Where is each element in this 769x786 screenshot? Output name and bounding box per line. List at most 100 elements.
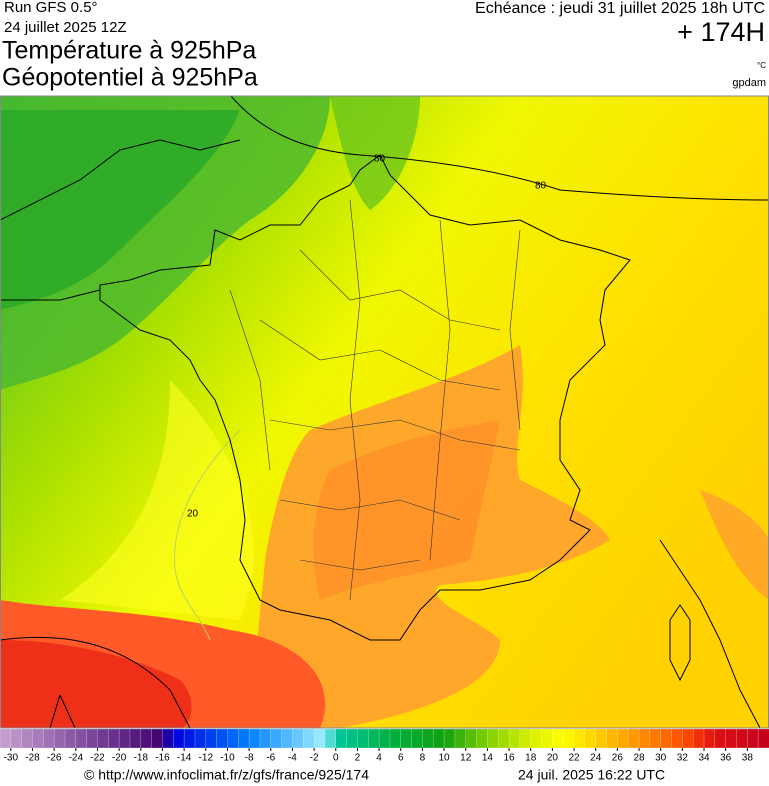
legend-cell: [736, 728, 748, 749]
legend-cell: [183, 728, 196, 749]
legend-cell: [270, 728, 283, 749]
legend-tick-label: -8: [245, 753, 254, 764]
legend-tick-label: 18: [525, 753, 537, 764]
legend-tick-label: 10: [439, 753, 451, 764]
legend-cell: [324, 728, 337, 749]
legend-cell: [411, 728, 423, 749]
geopotential-contour: [49, 694, 76, 728]
legend-tick-label: 38: [742, 753, 754, 764]
department-borders: [229, 199, 521, 601]
color-legend: -30 -28 -26 -24 -22 -20 -18 -16 -14 -12 -10 -8 -6 -4-…: [0, 728, 769, 764]
legend-cell: [129, 728, 142, 749]
legend-cell: [530, 728, 543, 749]
legend-cell: [248, 728, 261, 749]
legend-cell: [638, 728, 651, 749]
legend-cell: [205, 728, 218, 749]
legend-cell: [303, 728, 315, 749]
legend-tick-label: 0: [333, 753, 339, 764]
legend-cell: [714, 728, 727, 749]
legend-cell: [443, 728, 456, 749]
lead-time: + 174H: [677, 17, 765, 47]
legend-tick-label: -12: [199, 753, 214, 764]
legend-tick-label: -14: [177, 753, 192, 764]
legend-tick-label: 28: [633, 753, 645, 764]
italy-coast: [659, 539, 761, 728]
legend-tick-label: -16: [155, 753, 170, 764]
yellow-zone: [60, 380, 255, 620]
legend-cell: [725, 728, 738, 749]
legend-cell: [346, 728, 358, 749]
legend-tick-label: 36: [720, 753, 732, 764]
legend-cell: [194, 728, 207, 749]
legend-cell: [508, 728, 521, 749]
contour-label: 80: [374, 154, 386, 165]
legend-tick-label: -20: [112, 753, 127, 764]
legend-cell: [422, 728, 434, 749]
legend-cell: [64, 728, 77, 749]
generated-time: 24 juil. 2025 16:22 UTC: [518, 767, 665, 783]
legend-cell: [151, 728, 164, 749]
uk-coast: [0, 139, 241, 301]
legend-cell: [281, 728, 293, 749]
contour-label: 80: [535, 181, 547, 192]
legend-tick-label: 8: [420, 753, 426, 764]
legend-cell: [552, 728, 564, 749]
legend-cell: [671, 728, 683, 749]
legend-tick-label: -2: [310, 753, 319, 764]
legend-tick-label: 16: [503, 753, 515, 764]
legend-cell: [649, 728, 662, 749]
legend-tick-label: 2: [355, 753, 361, 764]
legend-cell: [692, 728, 705, 749]
legend-cell: [10, 728, 23, 749]
legend-tick-label: 4: [376, 753, 382, 764]
legend-tick-label: -10: [220, 753, 235, 764]
legend-cell: [313, 728, 326, 749]
legend-cell: [497, 728, 510, 749]
legend-cell: [573, 728, 586, 749]
legend-tick-label: 34: [698, 753, 710, 764]
warm-core: [313, 420, 500, 600]
legend-cell: [108, 728, 120, 749]
legend-cell: [378, 728, 391, 749]
run-date: 24 juillet 2025 12Z: [4, 19, 127, 36]
legend-tick-label: -6: [266, 753, 275, 764]
contour-label: 20: [187, 509, 199, 520]
legend-cell: [227, 728, 239, 749]
legend-cell: [757, 728, 769, 749]
legend-cell: [97, 728, 109, 749]
legend-tick-label: -22: [90, 753, 105, 764]
isotherm: [173, 429, 241, 641]
legend-tick-label: 30: [655, 753, 667, 764]
legend-cell: [0, 728, 12, 749]
legend-tick-label: 32: [677, 753, 689, 764]
legend-cell: [432, 728, 445, 749]
legend-cell: [703, 728, 716, 749]
source-url: © http://www.infoclimat.fr/z/gfs/france/…: [84, 767, 369, 783]
warm-patch: [700, 490, 769, 600]
legend-cell: [162, 728, 174, 749]
legend-tick-label: 24: [590, 753, 602, 764]
legend-cell: [140, 728, 153, 749]
forecast-time: Echéance : jeudi 31 juillet 2025 18h UTC: [475, 0, 765, 17]
legend-cell: [584, 728, 597, 749]
legend-cell: [562, 728, 575, 749]
legend-cell: [118, 728, 131, 749]
corsica: [669, 604, 691, 682]
legend-cell: [86, 728, 99, 749]
legend-cell: [465, 728, 478, 749]
legend-cell: [32, 728, 44, 749]
legend-cell: [660, 728, 673, 749]
legend-cell: [747, 728, 759, 749]
legend-cell: [21, 728, 34, 749]
legend-cell: [368, 728, 380, 749]
legend-cell: [292, 728, 304, 749]
hot-core: [0, 640, 192, 728]
legend-tick-label: -30: [4, 753, 19, 764]
legend-cell: [454, 728, 467, 749]
legend-tick-label: 20: [547, 753, 559, 764]
legend-cell: [357, 728, 369, 749]
legend-cell: [541, 728, 553, 749]
run-label: Run GFS 0.5°: [4, 0, 98, 16]
cool-tongue: [330, 96, 420, 210]
